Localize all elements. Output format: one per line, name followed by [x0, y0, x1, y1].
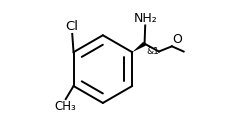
Text: CH₃: CH₃ [55, 100, 76, 113]
Polygon shape [132, 42, 146, 52]
Text: O: O [172, 33, 182, 46]
Text: NH₂: NH₂ [133, 12, 157, 25]
Text: &1: &1 [146, 47, 160, 56]
Text: Cl: Cl [66, 20, 79, 33]
